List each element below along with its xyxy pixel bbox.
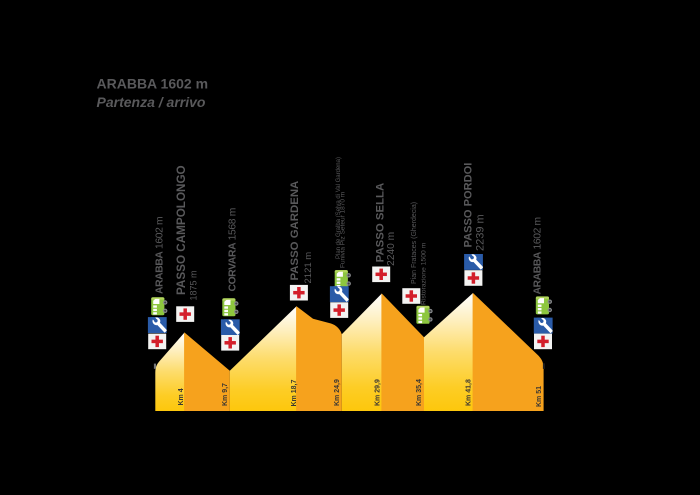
svg-text:Km 18,7: Km 18,7 xyxy=(291,380,298,407)
svg-text:Km 4: Km 4 xyxy=(178,388,185,405)
svg-text:PASSO GARDENA: PASSO GARDENA xyxy=(289,181,301,281)
svg-text:Km 24,9: Km 24,9 xyxy=(334,379,341,406)
svg-text:ARABBA 1602 m: ARABBA 1602 m xyxy=(155,217,166,294)
svg-text:ARABBA 1602 m: ARABBA 1602 m xyxy=(532,217,543,294)
svg-text:2240 m: 2240 m xyxy=(386,232,397,266)
svg-text:PASSO CAMPOLONGO: PASSO CAMPOLONGO xyxy=(175,165,188,295)
svg-text:CORVARA 1568 m: CORVARA 1568 m xyxy=(227,208,238,291)
svg-text:PASSO PORDOI: PASSO PORDOI xyxy=(463,163,475,248)
svg-text:Km 35,4: Km 35,4 xyxy=(416,379,423,406)
svg-text:1875 m: 1875 m xyxy=(189,270,199,300)
svg-text:Km 9,7: Km 9,7 xyxy=(222,383,229,406)
svg-text:2239 m: 2239 m xyxy=(475,214,487,251)
svg-text:ARABBA 1602 m: ARABBA 1602 m xyxy=(97,76,209,92)
svg-text:Partenza / arrivo: Partenza / arrivo xyxy=(97,94,206,110)
svg-text:Plan de Gralba (Selva di Val G: Plan de Gralba (Selva di Val Gardena) xyxy=(336,157,342,259)
svg-text:Pian Frataces (Gherdecia): Pian Frataces (Gherdecia) xyxy=(411,202,418,284)
svg-text:Km 41,8: Km 41,8 xyxy=(466,379,473,406)
svg-text:2121 m: 2121 m xyxy=(303,252,314,284)
svg-text:PASSO SELLA: PASSO SELLA xyxy=(375,183,387,263)
svg-text:Km 29,9: Km 29,9 xyxy=(375,379,382,406)
svg-text:Km 51: Km 51 xyxy=(536,386,543,407)
svg-text:Funivia Piz Seteur 1870 m: Funivia Piz Seteur 1870 m xyxy=(340,192,347,268)
svg-text:Ristorazione 1500 m: Ristorazione 1500 m xyxy=(420,242,427,305)
